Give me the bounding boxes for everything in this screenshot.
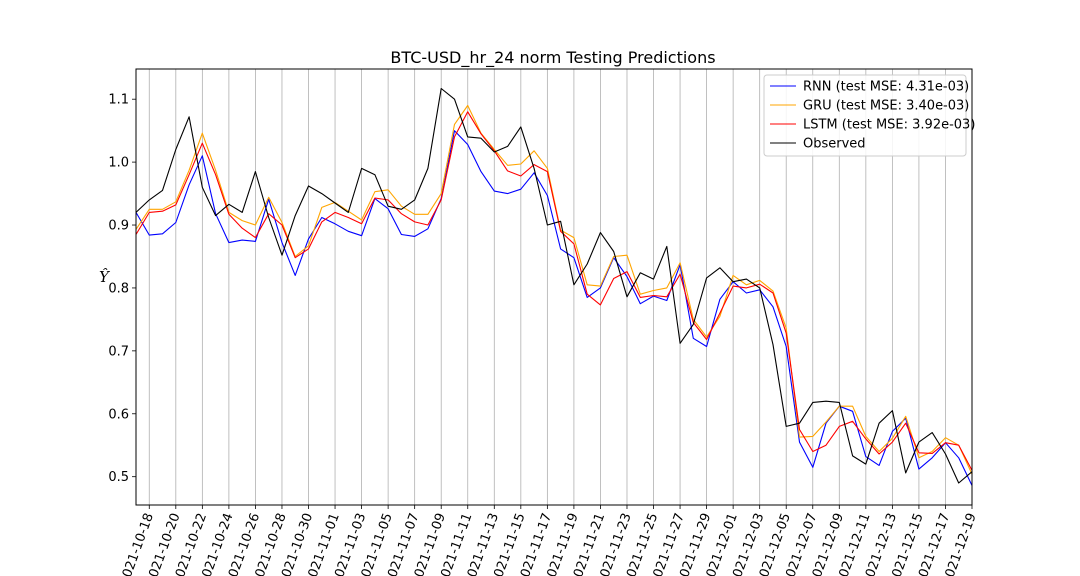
y-tick-label: 0.7 <box>108 344 129 359</box>
legend-entry: RNN (test MSE: 4.31e-03) <box>803 80 969 95</box>
y-tick-label: 1.1 <box>108 93 129 108</box>
series-lines <box>135 87 973 486</box>
plot-area-frame <box>135 68 973 506</box>
legend: RNN (test MSE: 4.31e-03) GRU (test MSE: 3… <box>763 74 975 157</box>
x-axis: 2021-10-182021-10-202021-10-222021-10-24… <box>117 505 980 576</box>
y-axis-label: Ŷ <box>99 268 111 286</box>
legend-entry: Observed <box>803 137 866 152</box>
series-line-gru <box>135 104 973 475</box>
series-line-observed <box>135 87 973 484</box>
y-tick-label: 0.9 <box>108 219 129 234</box>
y-axis: 0.5 0.6 0.7 0.8 0.9 1.0 1.1 <box>108 93 136 485</box>
y-tick-label: 0.6 <box>108 407 129 422</box>
series-line-lstm <box>135 111 973 471</box>
chart-title: BTC-USD_hr_24 norm Testing Predictions <box>390 48 715 68</box>
y-tick-label: 0.8 <box>108 281 129 296</box>
y-tick-label: 1.0 <box>108 156 129 171</box>
legend-entry: LSTM (test MSE: 3.92e-03) <box>803 118 975 133</box>
legend-frame <box>763 74 967 157</box>
y-tick-label: 0.5 <box>108 470 129 485</box>
legend-entry: GRU (test MSE: 3.40e-03) <box>803 99 969 114</box>
